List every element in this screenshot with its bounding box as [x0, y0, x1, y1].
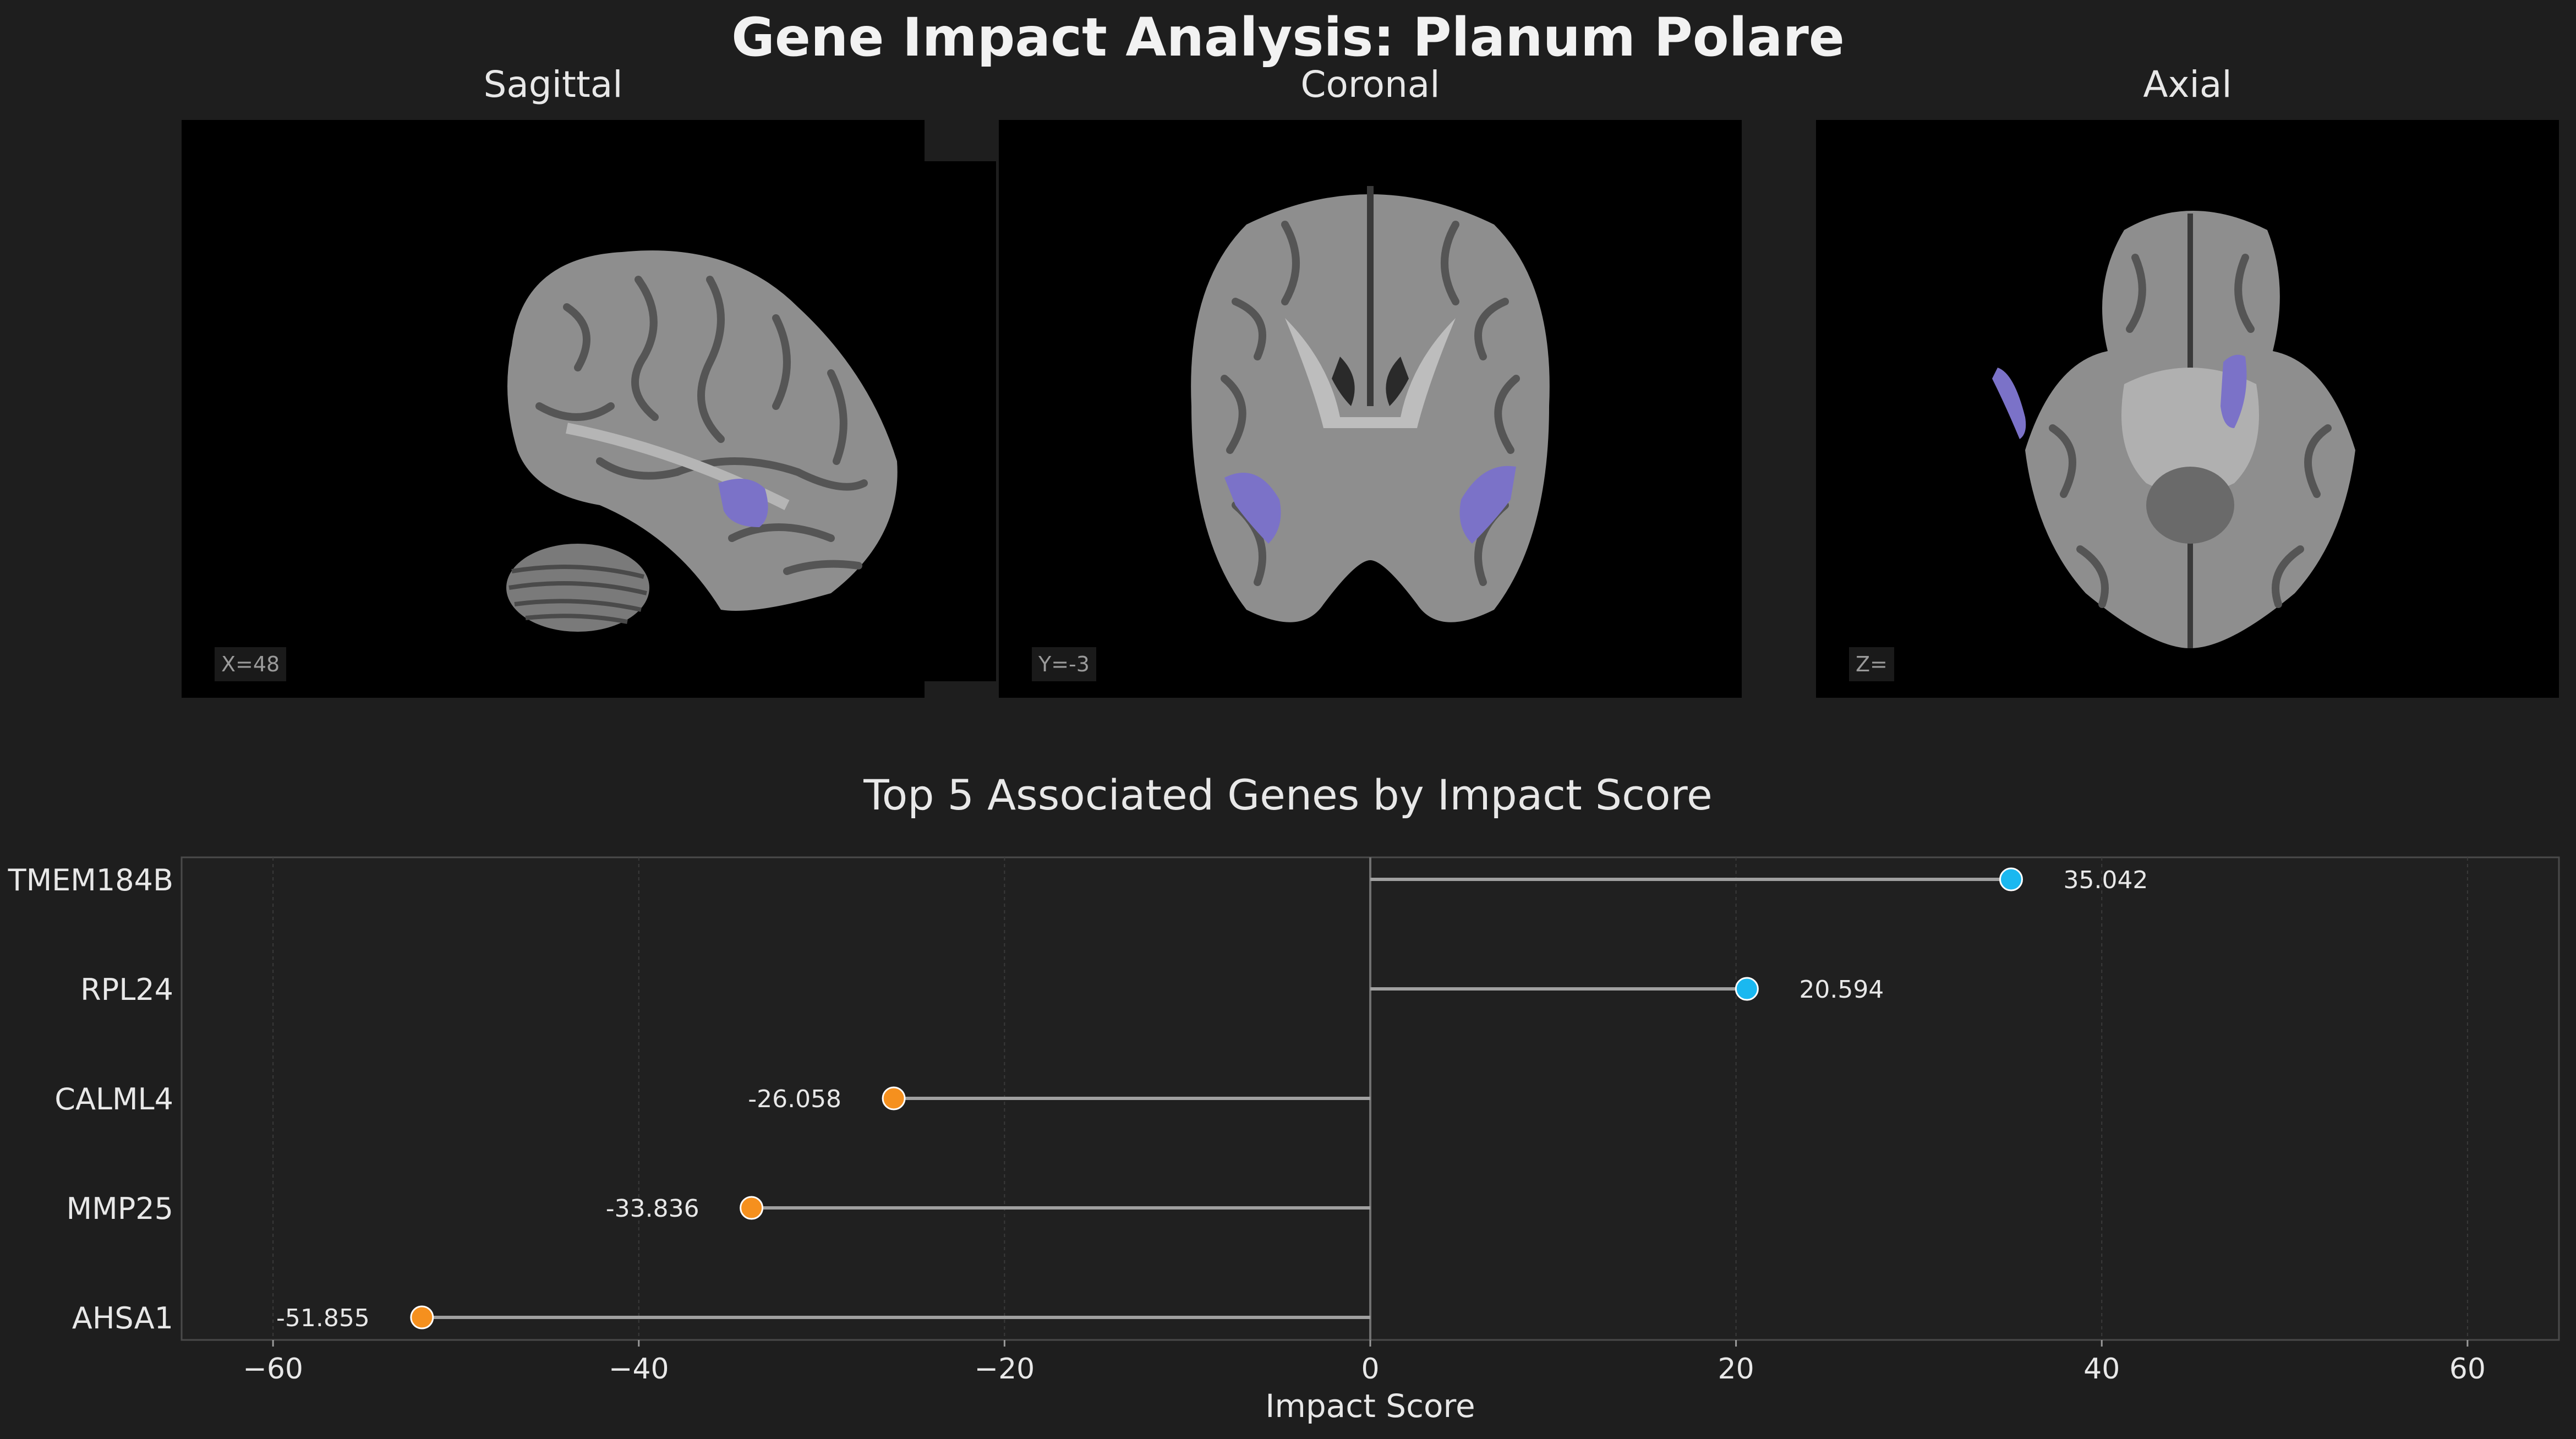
y-axis-labels: TMEM184B RPL24 CALML4 MMP25 AHSA1	[8, 863, 173, 1336]
value-label: -51.855	[276, 1304, 370, 1332]
value-labels: 35.042 20.594 -26.058 -33.836 -51.855	[276, 866, 2148, 1332]
y-category-label: RPL24	[80, 972, 173, 1007]
chart-title: Top 5 Associated Genes by Impact Score	[863, 770, 1713, 819]
x-tick-label: −60	[243, 1353, 303, 1386]
value-label: -33.836	[606, 1195, 699, 1223]
data-point	[740, 1196, 764, 1220]
sagittal-view[interactable]: X=48	[182, 120, 925, 698]
value-label: -26.058	[748, 1085, 841, 1113]
y-category-label: TMEM184B	[8, 863, 173, 898]
x-axis-title: Impact Score	[1265, 1387, 1475, 1425]
y-category-label: AHSA1	[72, 1301, 173, 1336]
coronal-brain-image	[1191, 186, 1550, 622]
value-label: 20.594	[1799, 976, 1884, 1004]
sagittal-coord-label: X=48	[215, 647, 287, 681]
axial-brain-image	[1992, 211, 2355, 648]
x-tick-label: −40	[609, 1353, 669, 1386]
axial-title: Axial	[2143, 63, 2232, 106]
data-point	[1999, 867, 2023, 891]
coronal-view[interactable]: Y=-3	[999, 120, 1742, 698]
x-tick-label: 0	[1361, 1353, 1379, 1386]
data-point	[882, 1086, 906, 1110]
x-tick-label: 40	[2083, 1353, 2120, 1386]
coronal-title: Coronal	[1300, 63, 1440, 106]
stems	[422, 878, 2011, 1319]
points	[410, 867, 2023, 1329]
x-tick-label: 20	[1718, 1353, 1754, 1386]
axial-coord-label: Z=	[1849, 647, 1894, 681]
coronal-coord-label: Y=-3	[1032, 647, 1096, 681]
sagittal-brain-image	[506, 250, 898, 632]
value-label: 35.042	[2063, 866, 2148, 894]
y-category-label: MMP25	[67, 1191, 173, 1226]
sagittal-title: Sagittal	[483, 63, 623, 106]
panel-gap	[925, 120, 996, 698]
x-tick-label: −20	[975, 1353, 1035, 1386]
lollipop-chart: 35.042 20.594 -26.058 -33.836 -51.855 TMEM18…	[8, 856, 2560, 1425]
data-point	[1735, 977, 1759, 1001]
page-title: Gene Impact Analysis: Planum Polare	[731, 7, 1845, 68]
x-axis-ticks: −60 −40 −20 0 20 40 60	[243, 1340, 2486, 1386]
axial-view[interactable]: Z=	[1816, 120, 2559, 698]
x-tick-label: 60	[2449, 1353, 2486, 1386]
y-category-label: CALML4	[54, 1082, 173, 1117]
data-point	[410, 1305, 434, 1329]
